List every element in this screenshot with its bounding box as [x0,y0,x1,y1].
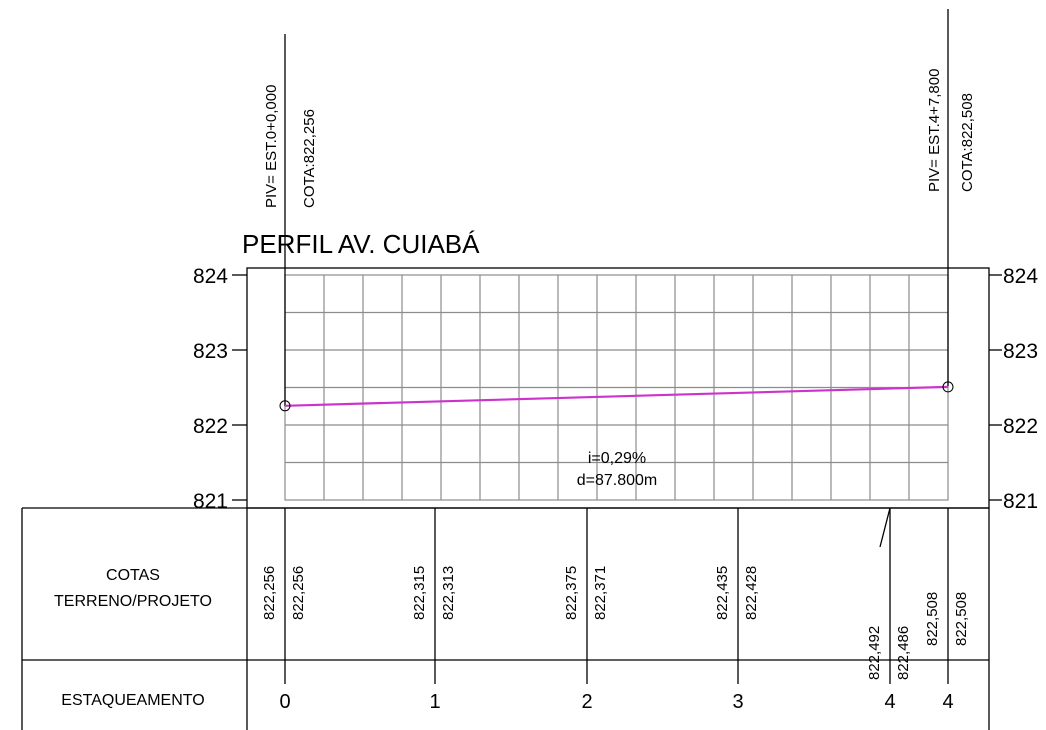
piv-end-marker [942,381,954,393]
leader-line [879,507,891,548]
cota-projeto: 822,508 [953,592,970,646]
station-number: 4 [942,691,953,713]
cota-projeto: 822,313 [440,566,457,620]
y-tick-label-left: 823 [193,340,228,363]
station-number: 0 [279,691,290,713]
station-number: 3 [732,691,743,713]
y-tick-label-left: 821 [193,490,228,513]
chart-grid [284,274,949,501]
cota-projeto: 822,486 [895,626,912,680]
drawing-title: PERFIL AV. CUIABÁ [242,229,480,259]
cota-terreno: 822,256 [261,566,278,620]
cota-terreno: 822,375 [563,566,580,620]
y-tick-label-right: 822 [1003,415,1038,438]
y-tick-label-right: 824 [1003,265,1038,288]
y-tick-label-right: 821 [1003,490,1038,513]
piv-end-station: PIV= EST.4+7,800 [926,69,943,192]
y-tick-label-right: 823 [1003,340,1038,363]
station-number: 1 [429,691,440,713]
cotas-label: COTAS [106,567,160,584]
y-axis-right: 821 822 823 824 [989,265,1038,513]
piv-start-elevation: COTA:822,256 [301,109,318,208]
cota-terreno: 822,492 [866,626,883,680]
cota-projeto: 822,428 [743,566,760,620]
cota-terreno: 822,315 [411,566,428,620]
cota-terreno: 822,508 [924,592,941,646]
estaqueamento-label: ESTAQUEAMENTO [61,692,204,709]
slope-grade: i=0,29% [588,450,646,467]
piv-end-elevation: COTA:822,508 [959,93,976,192]
terreno-projeto-label: TERRENO/PROJETO [54,593,212,610]
y-tick-label-left: 824 [193,265,228,288]
station-number: 2 [581,691,592,713]
station-number: 4 [884,691,895,713]
cota-projeto: 822,371 [592,566,609,620]
y-axis-left: 821 822 823 824 [193,265,247,513]
profile-line [284,385,949,407]
station-columns: 822,256 822,256 0 822,315 822,313 1 822,375 822… [261,508,970,713]
slope-distance: d=87.800m [577,472,658,489]
cota-projeto: 822,256 [290,566,307,620]
y-tick-label-left: 822 [193,415,228,438]
piv-start-station: PIV= EST.0+0,000 [263,85,280,208]
cota-terreno: 822,435 [714,566,731,620]
piv-start-marker [279,400,291,412]
